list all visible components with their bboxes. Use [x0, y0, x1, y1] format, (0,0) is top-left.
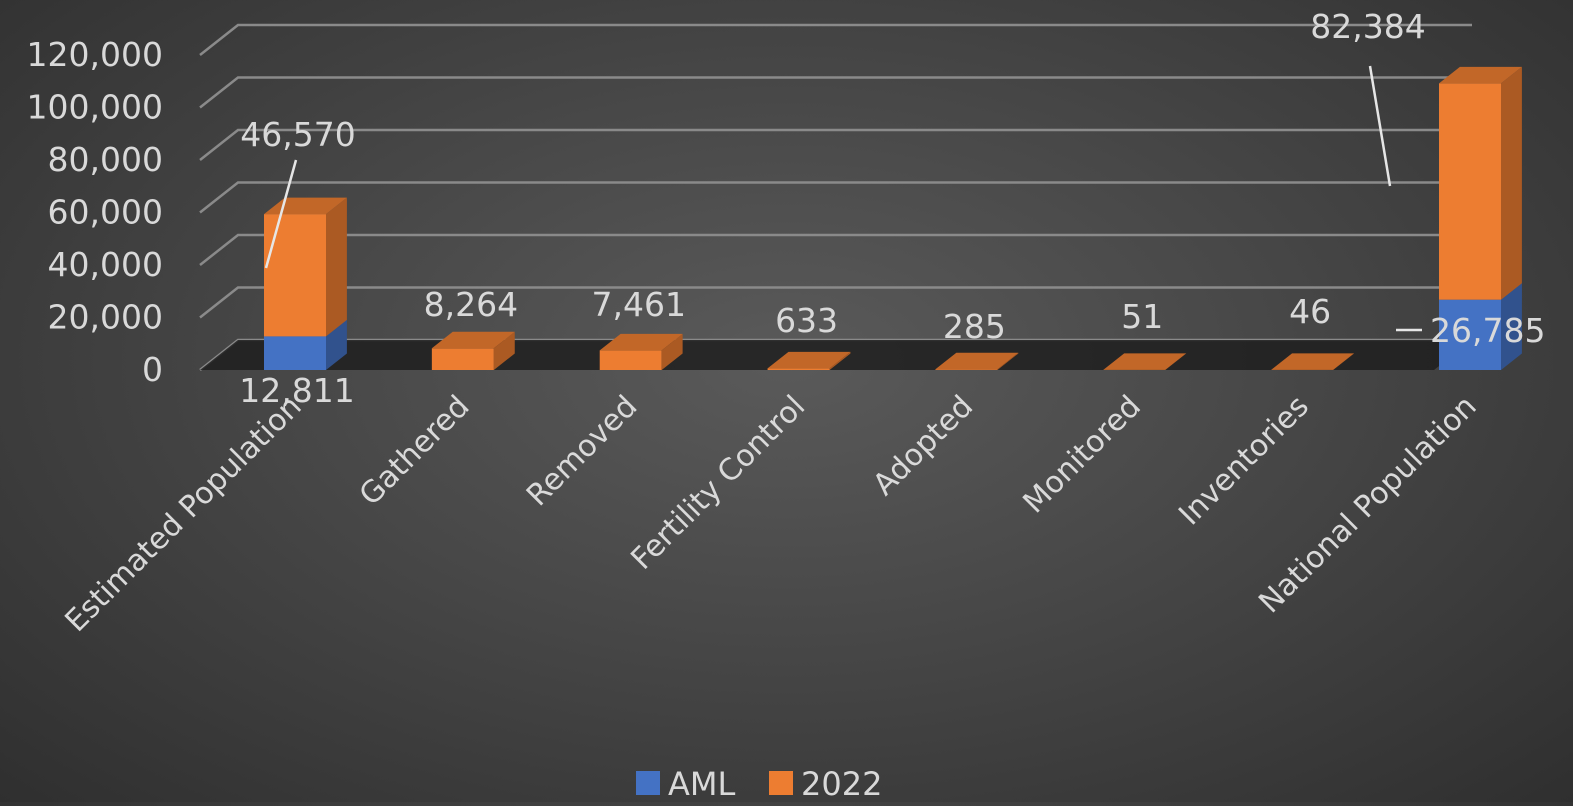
- x-tick-label-adopted: Adopted: [866, 389, 980, 503]
- legend: AML 2022: [636, 765, 882, 802]
- legend-item-aml: AML: [636, 765, 736, 802]
- gridline: [200, 183, 1472, 213]
- bar-2022-estimated-population: [264, 198, 347, 337]
- y-tick-label: 60,000: [48, 193, 163, 232]
- x-tick-label-estimated-population: Estimated Population: [59, 389, 309, 639]
- gridline: [200, 78, 1472, 108]
- x-tick-label-monitored: Monitored: [1016, 389, 1147, 520]
- gridline: [200, 25, 1472, 55]
- data-label-2022-national-population: 82,384: [1310, 7, 1425, 46]
- y-tick-label: 120,000: [27, 35, 163, 74]
- legend-label-aml: AML: [668, 765, 736, 802]
- data-label-2022-fertility-control: 633: [775, 301, 838, 340]
- gridline: [200, 235, 1472, 265]
- y-tick-label: 100,000: [27, 88, 163, 127]
- legend-label-2022: 2022: [801, 765, 882, 802]
- data-label-2022-removed: 7,461: [591, 285, 685, 324]
- bar-2022-national-population-front: [1439, 83, 1501, 299]
- data-label-2022-adopted: 285: [943, 307, 1006, 346]
- bar-2022-removed-front: [600, 350, 662, 370]
- bar-2022-gathered-front: [432, 348, 494, 370]
- bar-2022-adopted-front: [935, 369, 997, 370]
- leader-line: [1370, 66, 1390, 186]
- x-tick-label-removed: Removed: [520, 389, 644, 513]
- gridline: [200, 130, 1472, 160]
- data-label-aml-national-population: 26,785: [1430, 311, 1545, 350]
- y-tick-label: 40,000: [48, 245, 163, 284]
- bar-2022-national-population-side: [1501, 67, 1522, 300]
- bar-2022-estimated-population-side: [326, 198, 347, 337]
- data-label-2022-estimated-population: 46,570: [240, 115, 355, 154]
- bar-2022-estimated-population-front: [264, 214, 326, 336]
- legend-item-2022: 2022: [769, 765, 882, 802]
- data-label-2022-gathered: 8,264: [424, 285, 518, 324]
- bar-2022-fertility-control-front: [768, 368, 830, 370]
- x-tick-label-fertility-control: Fertility Control: [624, 389, 812, 577]
- bar-aml-estimated-population-front: [264, 336, 326, 370]
- bar-2022-national-population: [1439, 67, 1522, 300]
- legend-swatch-aml: [636, 771, 660, 795]
- legend-swatch-2022: [769, 771, 793, 795]
- x-tick-label-gathered: Gathered: [353, 389, 477, 513]
- data-label-2022-inventories: 46: [1289, 292, 1331, 331]
- data-label-2022-monitored: 51: [1121, 297, 1163, 336]
- bar-group-estimated-population: [264, 198, 347, 370]
- y-tick-label: 0: [142, 350, 163, 389]
- y-axis: 0 20,000 40,000 60,000 80,000 100,000 120,000: [27, 35, 163, 389]
- y-tick-label: 20,000: [48, 298, 163, 337]
- x-tick-label-inventories: Inventories: [1172, 389, 1316, 533]
- bars: [264, 67, 1522, 370]
- x-axis: Estimated Population Gathered RemovedFerti…: [59, 389, 1484, 639]
- y-tick-label: 80,000: [48, 140, 163, 179]
